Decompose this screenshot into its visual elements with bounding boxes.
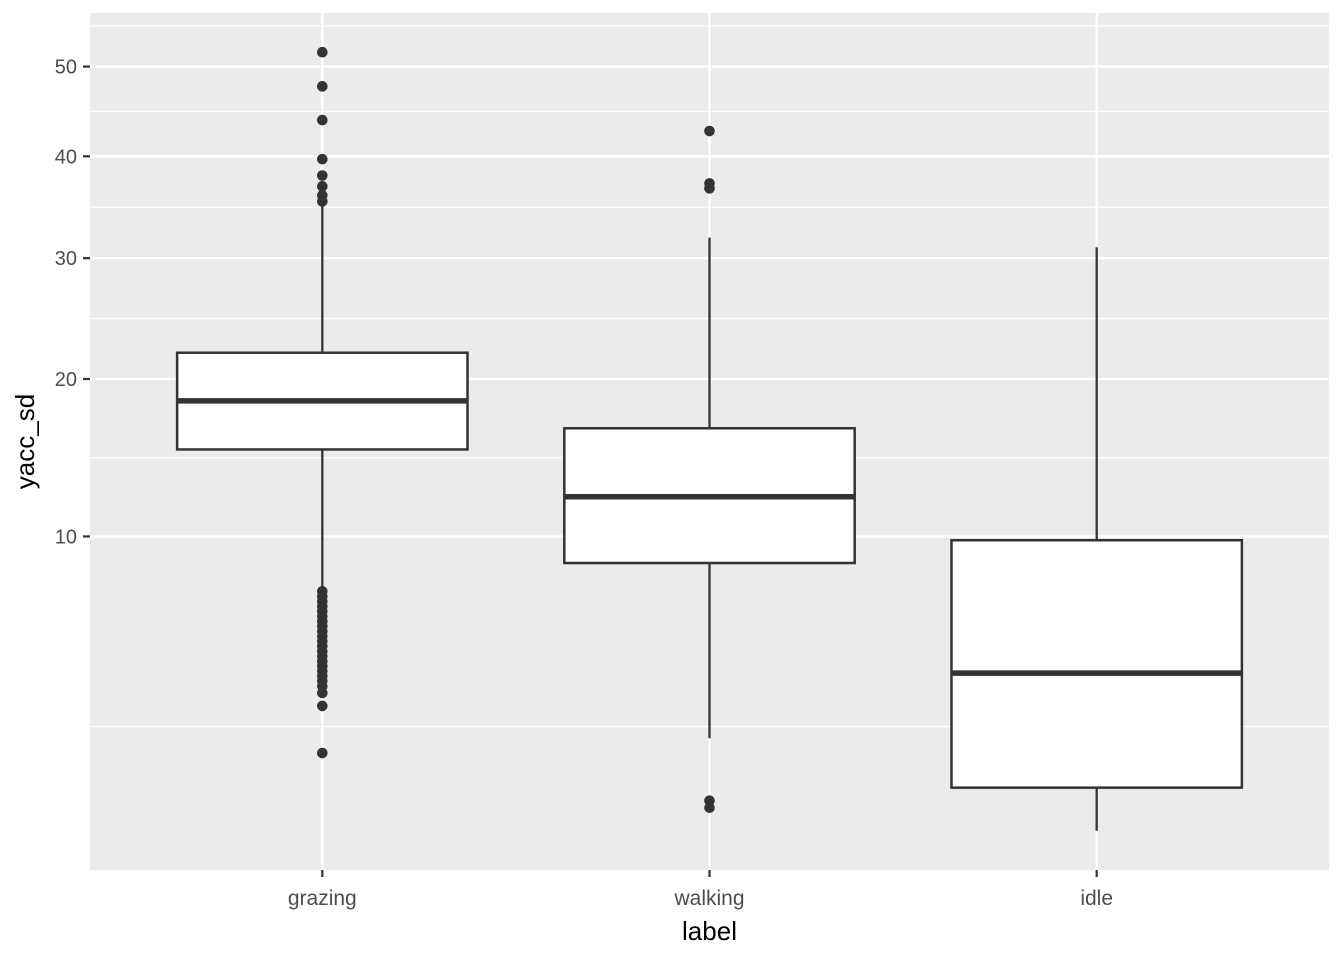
x-tick-label: idle xyxy=(1080,887,1113,910)
x-axis: grazing walking idle xyxy=(288,870,1113,910)
y-tick-label: 10 xyxy=(55,526,77,548)
y-tick-label: 20 xyxy=(55,369,77,391)
boxplot-idle xyxy=(950,247,1244,831)
outlier-point xyxy=(704,125,715,137)
outlier-point xyxy=(317,747,328,759)
x-tick-label: grazing xyxy=(288,887,357,910)
x-tick-label: walking xyxy=(673,887,744,910)
outlier-point xyxy=(704,802,715,814)
boxplot-grazing xyxy=(175,46,469,759)
y-tick-label: 30 xyxy=(55,248,77,270)
y-axis: 10 20 30 40 50 xyxy=(55,57,90,548)
outlier-point xyxy=(317,153,328,165)
outlier-point xyxy=(317,46,328,58)
outlier-point xyxy=(317,700,328,712)
outlier-point xyxy=(317,170,328,181)
outlier-point xyxy=(317,81,328,92)
x-axis-title: label xyxy=(682,916,737,946)
outlier-point xyxy=(704,183,715,194)
boxplot-walking xyxy=(563,125,856,814)
y-tick-label: 40 xyxy=(55,146,77,168)
outlier-point xyxy=(317,196,328,207)
outlier-point xyxy=(317,181,328,192)
y-axis-title: yacc_sd xyxy=(10,394,40,489)
outlier-point xyxy=(317,687,328,699)
outlier-point xyxy=(317,114,328,126)
y-tick-label: 50 xyxy=(55,57,77,79)
iqr-box xyxy=(950,538,1244,789)
